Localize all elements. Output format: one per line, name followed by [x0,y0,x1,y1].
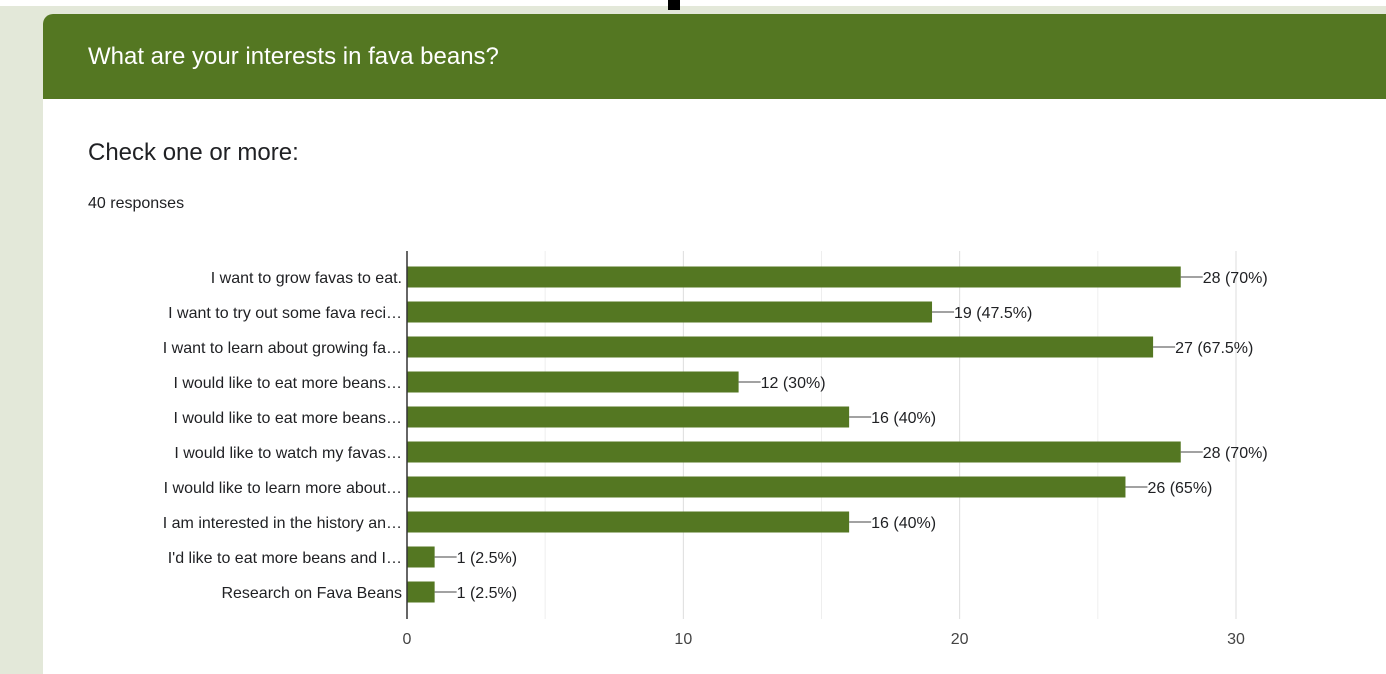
value-label: 1 (2.5%) [457,550,517,567]
bar [407,406,850,428]
value-label: 26 (65%) [1147,480,1212,497]
category-label: I'd like to eat more beans and I… [168,550,402,567]
bar [407,546,435,568]
summary-card: What are your interests in fava beans? C… [43,14,1386,674]
response-count: 40 responses [88,195,185,212]
category-label: I would like to eat more beans… [173,410,402,427]
category-label: I want to grow favas to eat. [211,270,402,287]
bar [407,371,739,393]
bar [407,266,1181,288]
x-tick-label: 20 [951,631,969,648]
category-label: I would like to learn more about… [164,480,402,497]
x-tick-label: 10 [674,631,692,648]
value-label: 12 (30%) [761,375,826,392]
value-label: 19 (47.5%) [954,305,1032,322]
bar [407,441,1181,463]
top-strip [0,0,1386,6]
value-label: 16 (40%) [871,410,936,427]
value-label: 1 (2.5%) [457,585,517,602]
value-label: 28 (70%) [1203,270,1268,287]
bar [407,511,850,533]
question-text: Check one or more: [88,139,299,166]
x-tick-label: 0 [403,631,412,648]
category-label: I would like to watch my favas… [174,445,402,462]
category-label: I would like to eat more beans… [173,375,402,392]
top-mark [668,0,680,10]
category-label: Research on Fava Beans [221,585,402,602]
value-label: 16 (40%) [871,515,936,532]
category-label: I want to try out some fava reci… [168,305,402,322]
x-tick-label: 30 [1227,631,1245,648]
card-title: What are your interests in fava beans? [88,42,499,70]
bar [407,476,1126,498]
value-label: 28 (70%) [1203,445,1268,462]
bar [407,581,435,603]
bar [407,336,1154,358]
category-label: I am interested in the history an… [163,515,402,532]
bar-chart: I want to grow favas to eat. 28 (70%) I wa… [163,251,1268,648]
value-label: 27 (67.5%) [1175,340,1253,357]
category-label: I want to learn about growing fa… [163,340,402,357]
card-header: What are your interests in fava beans? [43,14,1386,99]
bar [407,301,933,323]
